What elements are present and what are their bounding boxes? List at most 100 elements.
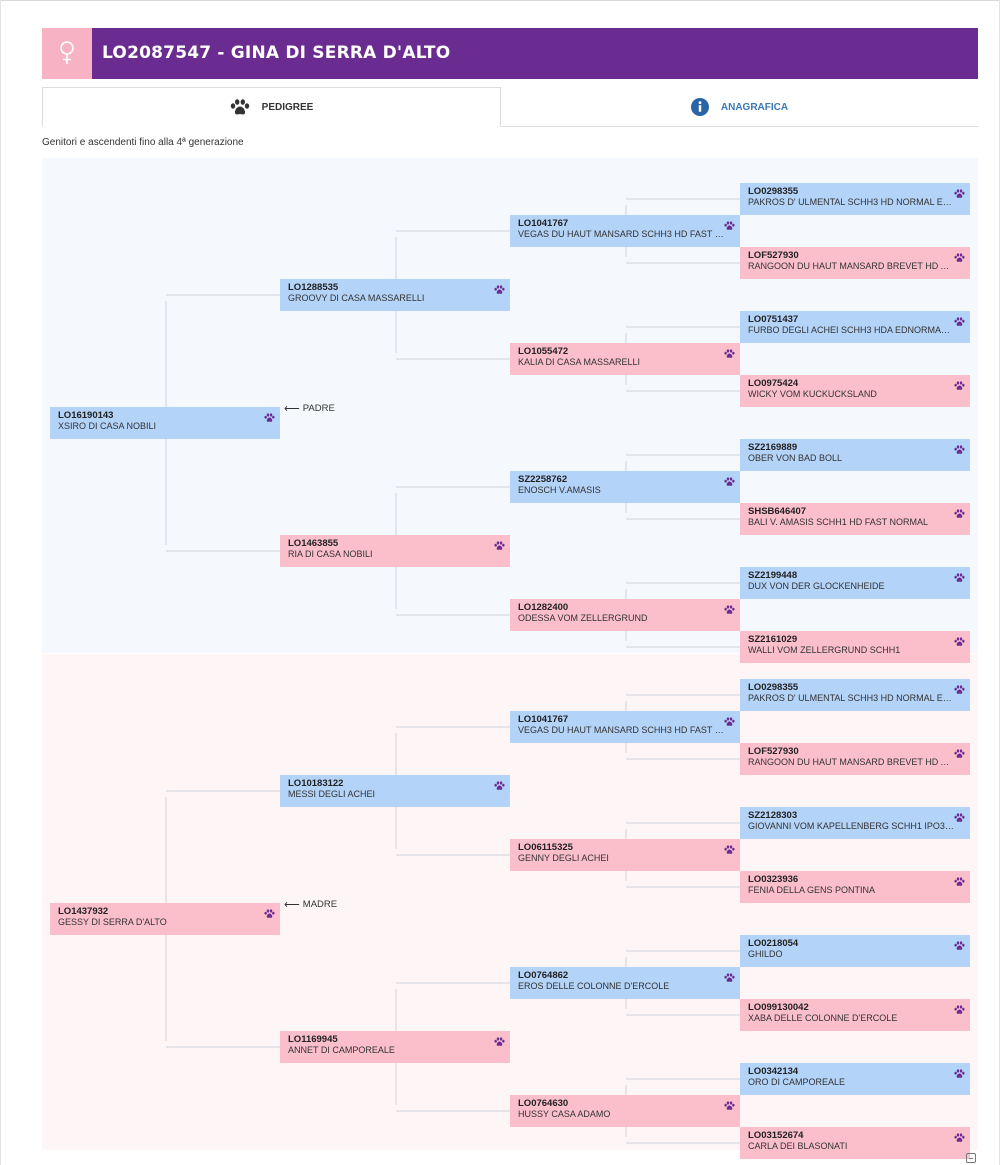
- paw-icon[interactable]: [954, 570, 965, 588]
- dog-name: ENOSCH V.AMASIS: [518, 485, 601, 495]
- pedigree-box-female-gen3[interactable]: LO1282400 ODESSA VOM ZELLERGRUND: [510, 599, 740, 631]
- paw-icon[interactable]: [724, 218, 735, 236]
- dog-code: LOF527930: [748, 746, 799, 757]
- pedigree-subtitle: Genitori e ascendenti fino alla 4ª gener…: [42, 137, 244, 148]
- pedigree-box-male-gen2[interactable]: LO10183122 MESSI DEGLI ACHEI: [280, 775, 510, 807]
- paw-icon[interactable]: [724, 842, 735, 860]
- dog-code: LO1463855: [288, 538, 339, 549]
- pedigree-box-male-gen1[interactable]: LO16190143 XSIRO DI CASA NOBILI: [50, 407, 280, 439]
- pedigree-box-female-gen2[interactable]: LO1463855 RIA DI CASA NOBILI: [280, 535, 510, 567]
- father-role-label: ⟵ PADRE: [284, 402, 335, 415]
- paw-icon[interactable]: [954, 1130, 965, 1148]
- dog-name: ODESSA VOM ZELLERGRUND: [518, 613, 648, 623]
- collapse-minus-icon[interactable]: [966, 1153, 976, 1163]
- tab-pedigree[interactable]: PEDIGREE: [42, 87, 501, 127]
- pedigree-box-female-gen4[interactable]: LO099130042 XABA DELLE COLONNE D'ERCOLE: [740, 999, 970, 1031]
- dog-name: GESSY DI SERRA D'ALTO: [58, 917, 167, 927]
- dog-code: LO1437932: [58, 906, 109, 917]
- dog-name: CARLA DEI BLASONATI: [748, 1141, 848, 1151]
- paw-icon[interactable]: [724, 714, 735, 732]
- paw-icon[interactable]: [954, 506, 965, 524]
- paw-icon[interactable]: [954, 186, 965, 204]
- paw-icon: [230, 98, 250, 116]
- tab-anagrafica[interactable]: ANAGRAFICA: [501, 87, 978, 127]
- dog-name: XABA DELLE COLONNE D'ERCOLE: [748, 1013, 898, 1023]
- dog-code: LO0751437: [748, 314, 799, 325]
- paw-icon[interactable]: [954, 1002, 965, 1020]
- dog-code: LO10183122: [288, 778, 344, 789]
- dog-name: FENIA DELLA GENS PONTINA: [748, 885, 876, 895]
- pedigree-box-male-gen4[interactable]: LO0218054 GHILDO: [740, 935, 970, 967]
- pedigree-box-female-gen3[interactable]: LO1055472 KALIA DI CASA MASSARELLI: [510, 343, 740, 375]
- paw-icon[interactable]: [724, 1098, 735, 1116]
- dog-name: ANNET DI CAMPOREALE: [288, 1045, 395, 1055]
- info-circle-icon: [690, 98, 709, 116]
- sex-badge: [42, 28, 92, 79]
- paw-icon[interactable]: [494, 778, 505, 796]
- paw-icon[interactable]: [724, 602, 735, 620]
- dog-name: KALIA DI CASA MASSARELLI: [518, 357, 641, 367]
- paw-icon[interactable]: [264, 906, 275, 924]
- dog-code: LO1041767: [518, 714, 569, 725]
- dog-name: WALLI VOM ZELLERGRUND SCHH1: [748, 645, 901, 655]
- paw-icon[interactable]: [954, 314, 965, 332]
- pedigree-box-female-gen4[interactable]: LO0323936 FENIA DELLA GENS PONTINA: [740, 871, 970, 903]
- pedigree-box-female-gen2[interactable]: LO1169945 ANNET DI CAMPOREALE: [280, 1031, 510, 1063]
- paw-icon[interactable]: [954, 250, 965, 268]
- pedigree-box-male-gen4[interactable]: LO0342134 ORO DI CAMPOREALE: [740, 1063, 970, 1095]
- mother-role-label: ⟵ MADRE: [284, 898, 337, 911]
- dog-code: LO16190143: [58, 410, 114, 421]
- paw-icon[interactable]: [954, 938, 965, 956]
- paw-icon[interactable]: [494, 1034, 505, 1052]
- pedigree-box-female-gen4[interactable]: LO0975424 WICKY VOM KUCKUCKSLAND: [740, 375, 970, 407]
- paw-icon[interactable]: [494, 538, 505, 556]
- paw-icon[interactable]: [264, 410, 275, 428]
- dog-name: PAKROS D' ULMENTAL SCHH3 HD NORMAL ED ..…: [748, 693, 960, 703]
- pedigree-box-male-gen4[interactable]: LO0751437 FURBO DEGLI ACHEI SCHH3 HDA EDN…: [740, 311, 970, 343]
- dog-name: MESSI DEGLI ACHEI: [288, 789, 376, 799]
- pedigree-box-female-gen4[interactable]: LOF527930 RANGOON DU HAUT MANSARD BREVET …: [740, 247, 970, 279]
- pedigree-box-female-gen4[interactable]: LO03152674 CARLA DEI BLASONATI: [740, 1127, 970, 1159]
- paw-icon[interactable]: [954, 378, 965, 396]
- paw-icon[interactable]: [954, 634, 965, 652]
- pedigree-box-male-gen4[interactable]: SZ2169889 OBER VON BAD BOLL: [740, 439, 970, 471]
- pedigree-box-male-gen4[interactable]: LO0298355 PAKROS D' ULMENTAL SCHH3 HD NOR…: [740, 679, 970, 711]
- paw-icon[interactable]: [954, 874, 965, 892]
- left-arrow-icon: ⟵: [284, 403, 300, 415]
- paw-icon[interactable]: [954, 442, 965, 460]
- paw-icon[interactable]: [724, 474, 735, 492]
- pedigree-box-female-gen1[interactable]: LO1437932 GESSY DI SERRA D'ALTO: [50, 903, 280, 935]
- pedigree-box-female-gen3[interactable]: LO0764630 HUSSY CASA ADAMO: [510, 1095, 740, 1127]
- dog-code: LO1288535: [288, 282, 339, 293]
- top-border: [0, 0, 1000, 1]
- paw-icon[interactable]: [954, 746, 965, 764]
- paw-icon[interactable]: [724, 346, 735, 364]
- pedigree-box-male-gen2[interactable]: LO1288535 GROOVY DI CASA MASSARELLI: [280, 279, 510, 311]
- father-role-text: PADRE: [302, 403, 335, 414]
- dog-name: WICKY VOM KUCKUCKSLAND: [748, 389, 877, 399]
- paw-icon[interactable]: [954, 1066, 965, 1084]
- pedigree-box-male-gen4[interactable]: SZ2199448 DUX VON DER GLOCKENHEIDE: [740, 567, 970, 599]
- pedigree-box-male-gen3[interactable]: LO0764862 EROS DELLE COLONNE D'ERCOLE: [510, 967, 740, 999]
- paw-icon[interactable]: [724, 970, 735, 988]
- pedigree-box-female-gen4[interactable]: LOF527930 RANGOON DU HAUT MANSARD BREVET …: [740, 743, 970, 775]
- mother-role-text: MADRE: [302, 899, 338, 910]
- pedigree-box-male-gen3[interactable]: LO1041767 VEGAS DU HAUT MANSARD SCHH3 HD …: [510, 711, 740, 743]
- pedigree-box-male-gen3[interactable]: SZ2258762 ENOSCH V.AMASIS: [510, 471, 740, 503]
- tab-bar: PEDIGREE ANAGRAFICA: [42, 87, 978, 127]
- paw-icon[interactable]: [954, 682, 965, 700]
- pedigree-box-female-gen3[interactable]: LO06115325 GENNY DEGLI ACHEI: [510, 839, 740, 871]
- pedigree-box-female-gen4[interactable]: SZ2161029 WALLI VOM ZELLERGRUND SCHH1: [740, 631, 970, 663]
- pedigree-box-male-gen4[interactable]: LO0298355 PAKROS D' ULMENTAL SCHH3 HD NOR…: [740, 183, 970, 215]
- dog-code: LO1169945: [288, 1034, 338, 1045]
- pedigree-box-female-gen4[interactable]: SHSB646407 BALI V. AMASIS SCHH1 HD FAST N…: [740, 503, 970, 535]
- left-border: [0, 0, 1, 1165]
- paw-icon[interactable]: [494, 282, 505, 300]
- pedigree-box-male-gen3[interactable]: LO1041767 VEGAS DU HAUT MANSARD SCHH3 HD …: [510, 215, 740, 247]
- paw-icon[interactable]: [954, 810, 965, 828]
- dog-code: LO0298355: [748, 682, 799, 693]
- pedigree-box-male-gen4[interactable]: SZ2128303 GIOVANNI VOM KAPELLENBERG SCHH1…: [740, 807, 970, 839]
- dog-name: PAKROS D' ULMENTAL SCHH3 HD NORMAL ED ..…: [748, 197, 960, 207]
- dog-name: ORO DI CAMPOREALE: [748, 1077, 846, 1087]
- dog-name: HUSSY CASA ADAMO: [518, 1109, 611, 1119]
